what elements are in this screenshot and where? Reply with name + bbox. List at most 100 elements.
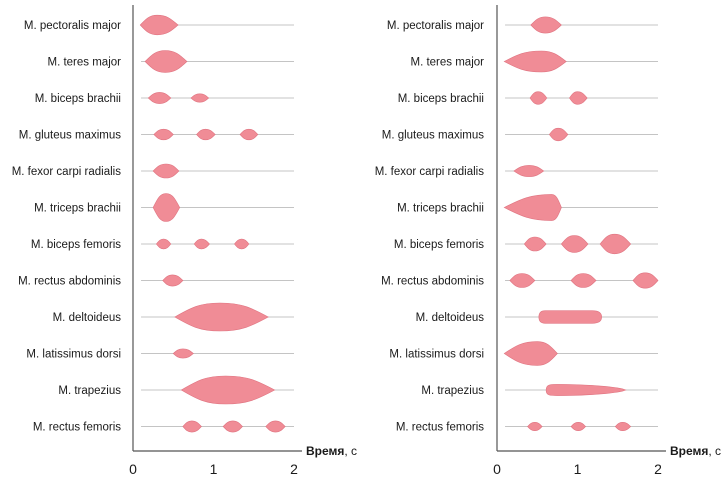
activation-burst	[193, 238, 210, 250]
muscle-row: M. latissimus dorsi	[26, 349, 294, 361]
muscle-label: M. gluteus maximus	[382, 130, 485, 142]
muscle-label: M. rectus abdominis	[381, 276, 484, 288]
muscle-label: M. rectus abdominis	[18, 276, 121, 288]
activation-burst	[503, 50, 567, 73]
activation-burst	[503, 194, 562, 221]
muscle-label: M. latissimus dorsi	[389, 349, 484, 361]
muscle-label: M. biceps brachii	[35, 93, 121, 105]
muscle-row: M. teres major	[411, 50, 658, 73]
muscle-row: M. trapezius	[421, 384, 658, 397]
activation-burst	[153, 128, 174, 141]
muscle-row: M. rectus femoris	[396, 422, 658, 434]
activation-burst	[599, 233, 632, 255]
activation-burst	[162, 274, 184, 287]
activation-burst	[155, 238, 172, 250]
muscle-row: M. deltoideus	[53, 302, 294, 332]
activation-burst	[152, 163, 180, 179]
muscle-row: M. biceps brachii	[398, 91, 658, 105]
muscle-row: M. rectus abdominis	[381, 272, 659, 289]
muscle-row: M. triceps brachii	[397, 194, 658, 221]
activation-burst	[632, 272, 659, 289]
muscle-label: M. fexor carpi radialis	[12, 166, 122, 178]
x-axis-unit: , с	[344, 444, 357, 458]
muscle-row: M. biceps femoris	[31, 238, 294, 251]
activation-burst	[561, 235, 589, 253]
muscle-label: M. triceps brachii	[397, 203, 484, 215]
muscle-label: M. fexor carpi radialis	[375, 166, 485, 178]
muscle-row: M. trapezius	[58, 375, 294, 405]
muscle-label: M. biceps brachii	[398, 93, 484, 105]
muscle-row: M. fexor carpi radialis	[12, 163, 294, 179]
activation-burst	[182, 420, 202, 433]
muscle-label: M. rectus femoris	[33, 422, 121, 434]
muscle-label: M. deltoideus	[416, 312, 485, 324]
x-tick-label: 2	[654, 461, 662, 477]
activation-burst	[570, 421, 586, 432]
muscle-row: M. triceps brachii	[34, 193, 294, 222]
activation-burst	[152, 193, 181, 222]
muscle-row: M. teres major	[48, 50, 294, 73]
muscle-row: M. gluteus maximus	[382, 127, 658, 142]
muscle-label: M. triceps brachii	[34, 203, 121, 215]
activation-burst	[523, 236, 547, 252]
muscle-row: M. rectus abdominis	[18, 274, 294, 288]
x-tick-label: 0	[493, 461, 501, 477]
muscle-label: M. teres major	[411, 57, 485, 69]
activation-burst	[174, 302, 269, 332]
activation-burst	[144, 50, 188, 73]
activation-burst	[509, 273, 536, 288]
activation-burst	[139, 14, 179, 36]
muscle-label: M. gluteus maximus	[19, 130, 122, 142]
activation-burst	[614, 421, 632, 432]
muscle-label: M. teres major	[48, 57, 122, 69]
muscle-label: M. pectoralis major	[24, 20, 121, 32]
muscle-row: M. biceps femoris	[394, 233, 658, 255]
activation-burst	[196, 128, 216, 141]
activation-burst	[538, 310, 602, 324]
activation-burst	[503, 341, 558, 366]
muscle-label: M. deltoideus	[53, 312, 122, 324]
activation-burst	[190, 93, 210, 103]
x-axis-title: Время, с	[306, 444, 357, 458]
x-axis-unit: , с	[708, 444, 721, 458]
activation-burst	[530, 16, 562, 34]
activation-burst	[147, 92, 172, 104]
muscle-label: M. rectus femoris	[396, 422, 484, 434]
x-tick-label: 2	[290, 461, 298, 477]
x-axis-title-text: Время	[306, 444, 344, 458]
activation-burst	[172, 348, 194, 359]
muscle-label: M. biceps femoris	[394, 239, 484, 251]
panel-right: 0 1 2 Время, с M. pectoralis major M. teres m…	[375, 5, 721, 477]
muscle-row: M. biceps brachii	[35, 92, 294, 105]
activation-burst	[265, 420, 286, 433]
x-tick-label: 1	[574, 461, 582, 477]
x-tick-label: 0	[129, 461, 137, 477]
activation-burst	[239, 128, 259, 141]
muscle-row: M. rectus femoris	[33, 420, 294, 434]
muscle-row: M. deltoideus	[416, 310, 658, 324]
muscle-row: M. fexor carpi radialis	[375, 165, 658, 178]
activation-burst	[222, 420, 243, 433]
muscle-label: M. pectoralis major	[387, 20, 484, 32]
muscle-label: M. trapezius	[421, 385, 484, 397]
muscle-row: M. pectoralis major	[24, 14, 294, 36]
muscle-row: M. gluteus maximus	[19, 128, 294, 142]
x-axis-title: Время, с	[670, 444, 721, 458]
activation-burst	[529, 91, 548, 105]
muscle-row: M. latissimus dorsi	[389, 341, 658, 366]
activation-burst	[527, 421, 543, 432]
activation-burst	[548, 127, 569, 142]
activation-burst	[513, 165, 545, 177]
muscle-label: M. biceps femoris	[31, 239, 121, 251]
x-axis-title-text: Время	[670, 444, 708, 458]
activation-burst	[569, 91, 588, 105]
x-tick-label: 1	[210, 461, 218, 477]
muscle-label: M. latissimus dorsi	[26, 349, 121, 361]
muscle-row: M. pectoralis major	[387, 16, 658, 34]
activation-burst	[545, 384, 627, 396]
activation-burst	[234, 238, 250, 250]
panel-left: 0 1 2 Время, с M. pectoralis major M. teres m…	[12, 5, 357, 477]
activation-burst	[570, 273, 597, 288]
muscle-label: M. trapezius	[58, 385, 121, 397]
